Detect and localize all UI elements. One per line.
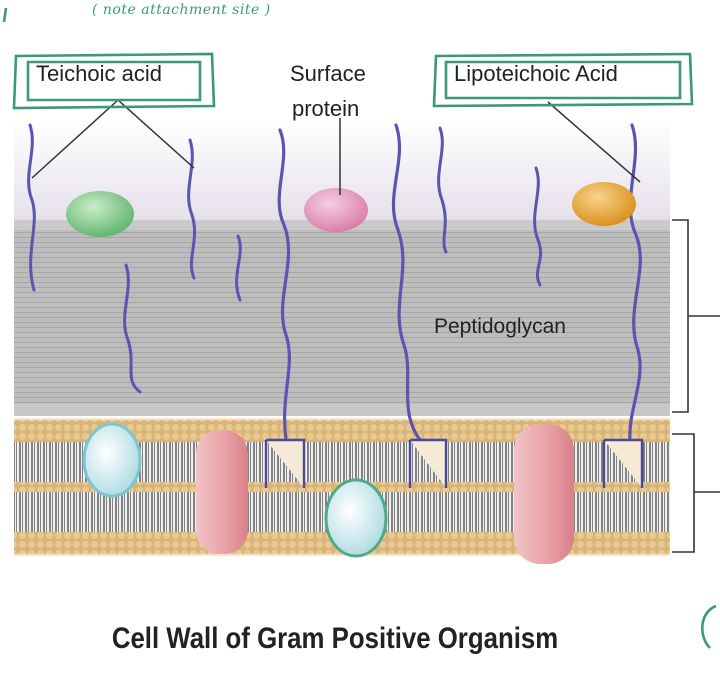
membrane-bracket [672, 433, 695, 553]
lipoteichoic-highlight-outer [432, 52, 694, 108]
lipid-anchors [264, 438, 644, 488]
diagram-caption: Cell Wall of Gram Positive Organism [111, 622, 559, 655]
annotation-stroke [2, 7, 8, 23]
peptidoglycan-label: Peptidoglycan [434, 315, 566, 338]
teichoic-acid-chains [27, 123, 543, 394]
membrane-protein-green [324, 478, 388, 558]
teichoic-highlight-outer [12, 52, 216, 110]
surface-protein-green [66, 191, 134, 237]
membrane-protein-blue [82, 422, 142, 498]
peptidoglycan-layer [14, 220, 670, 416]
surface-protein-pink [304, 188, 368, 232]
teichoic-acid-label: Teichoic acid [36, 61, 162, 86]
surface-protein-label-line1: Surface [290, 61, 366, 86]
peptidoglycan-bracket [672, 219, 689, 413]
lipoteichoic-acid-label: Lipoteichoic Acid [454, 61, 618, 86]
surface-protein-label-line2: protein [292, 96, 360, 121]
transmembrane-protein-left [196, 430, 248, 554]
surface-protein-orange [572, 182, 636, 226]
teichoic-highlight-inner [26, 60, 202, 102]
handwritten-note: ( note attachment site ) [92, 2, 271, 18]
highlight-annotations [2, 7, 717, 649]
leader-lines [31, 99, 641, 195]
lipoteichoic-highlight-inner [444, 60, 682, 100]
lipoteichoic-acid-chains [277, 123, 642, 442]
transmembrane-protein-right [514, 424, 574, 564]
annotation-curve [701, 604, 717, 649]
